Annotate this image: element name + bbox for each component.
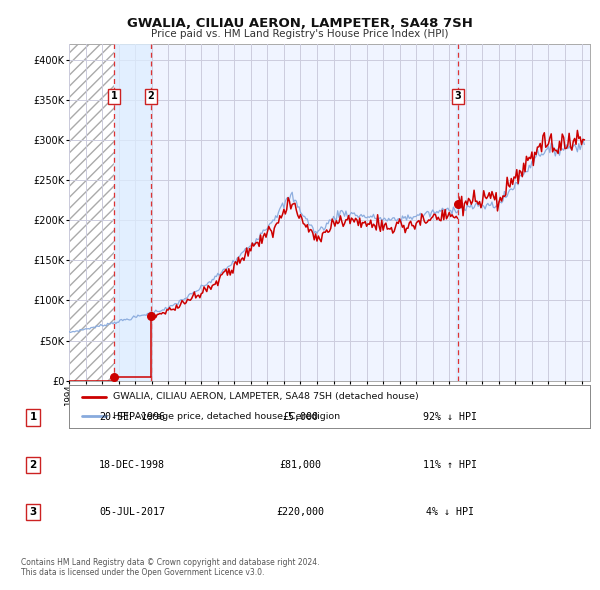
Text: 05-JUL-2017: 05-JUL-2017 <box>99 507 165 517</box>
Point <box>453 199 463 209</box>
Text: £220,000: £220,000 <box>276 507 324 517</box>
Point <box>146 311 156 320</box>
Text: 4% ↓ HPI: 4% ↓ HPI <box>426 507 474 517</box>
Text: 2: 2 <box>29 460 37 470</box>
Text: GWALIA, CILIAU AERON, LAMPETER, SA48 7SH: GWALIA, CILIAU AERON, LAMPETER, SA48 7SH <box>127 17 473 30</box>
Point <box>109 372 119 381</box>
Bar <box>457 44 459 381</box>
Text: HPI: Average price, detached house, Ceredigion: HPI: Average price, detached house, Cere… <box>113 412 340 421</box>
Text: Contains HM Land Registry data © Crown copyright and database right 2024.
This d: Contains HM Land Registry data © Crown c… <box>21 558 320 577</box>
Text: 2: 2 <box>148 91 154 101</box>
Text: Price paid vs. HM Land Registry's House Price Index (HPI): Price paid vs. HM Land Registry's House … <box>151 29 449 39</box>
Text: GWALIA, CILIAU AERON, LAMPETER, SA48 7SH (detached house): GWALIA, CILIAU AERON, LAMPETER, SA48 7SH… <box>113 392 419 401</box>
Bar <box>114 44 151 381</box>
Text: 3: 3 <box>29 507 37 517</box>
Bar <box>69 44 114 381</box>
Bar <box>69 44 114 381</box>
Text: £81,000: £81,000 <box>279 460 321 470</box>
Text: £5,000: £5,000 <box>282 412 318 422</box>
Text: 3: 3 <box>454 91 461 101</box>
Text: 1: 1 <box>29 412 37 422</box>
Text: 1: 1 <box>110 91 118 101</box>
Text: 18-DEC-1998: 18-DEC-1998 <box>99 460 165 470</box>
Text: 11% ↑ HPI: 11% ↑ HPI <box>423 460 477 470</box>
Text: 20-SEP-1996: 20-SEP-1996 <box>99 412 165 422</box>
Text: 92% ↓ HPI: 92% ↓ HPI <box>423 412 477 422</box>
